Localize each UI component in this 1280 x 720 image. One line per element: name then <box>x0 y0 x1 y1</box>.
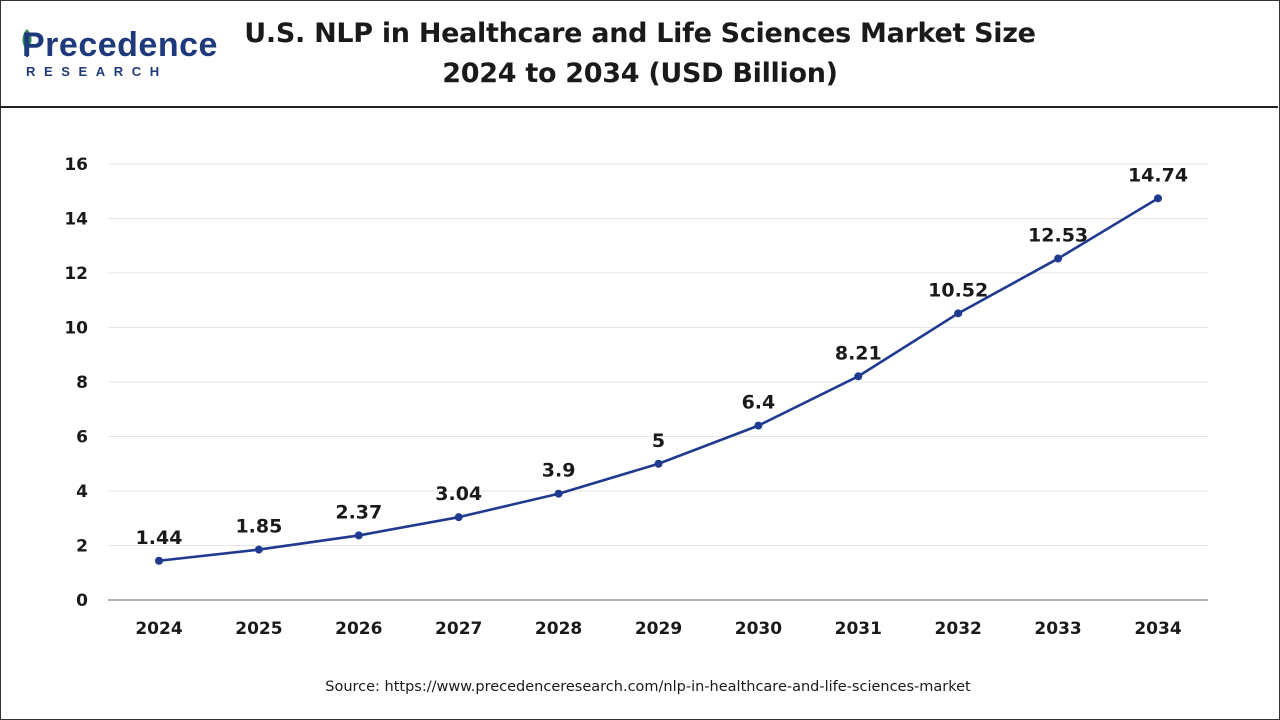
data-label: 6.4 <box>742 392 776 414</box>
data-label: 1.44 <box>136 527 183 549</box>
chart-title: U.S. NLP in Healthcare and Life Sciences… <box>240 14 1040 94</box>
source-note: Source: https://www.precedenceresearch.c… <box>325 679 971 695</box>
title-line-2: 2024 to 2034 (USD Billion) <box>442 58 838 89</box>
y-tick-label: 2 <box>76 537 88 557</box>
x-tick-label: 2033 <box>1034 619 1081 639</box>
data-label: 10.52 <box>928 279 988 301</box>
x-tick-label: 2026 <box>335 619 382 639</box>
brand-sub: RESEARCH <box>26 64 168 79</box>
data-label: 5 <box>652 430 665 452</box>
brand-logo: Precedence RESEARCH <box>22 26 222 86</box>
x-tick-label: 2025 <box>235 619 282 639</box>
data-point <box>155 556 163 565</box>
x-tick-label: 2030 <box>735 619 782 639</box>
data-point <box>754 421 763 430</box>
leaf-icon <box>22 29 32 57</box>
x-tick-label: 2027 <box>435 619 482 639</box>
header: Precedence RESEARCH U.S. NLP in Healthca… <box>0 0 1278 108</box>
data-label: 12.53 <box>1028 225 1088 247</box>
y-tick-label: 16 <box>64 155 88 175</box>
y-tick-label: 4 <box>76 482 88 502</box>
data-point <box>454 513 463 522</box>
y-tick-label: 12 <box>64 264 88 284</box>
data-label: 1.85 <box>235 516 282 538</box>
y-tick-label: 8 <box>76 373 88 393</box>
data-label: 3.9 <box>542 460 576 482</box>
data-label: 8.21 <box>835 342 882 364</box>
title-line-1: U.S. NLP in Healthcare and Life Sciences… <box>244 18 1036 49</box>
y-tick-label: 0 <box>76 591 88 611</box>
x-tick-label: 2031 <box>835 619 882 639</box>
data-label: 2.37 <box>335 501 382 523</box>
x-tick-label: 2024 <box>135 619 182 639</box>
x-tick-label: 2029 <box>635 619 682 639</box>
x-tick-label: 2034 <box>1134 619 1181 639</box>
data-point <box>1154 194 1162 203</box>
data-point <box>854 372 863 381</box>
series-line <box>158 197 1159 563</box>
data-point <box>1054 254 1063 263</box>
data-label: 3.04 <box>435 483 482 505</box>
data-point <box>954 309 963 318</box>
y-tick-label: 10 <box>64 319 88 339</box>
y-tick-label: 6 <box>76 428 88 448</box>
y-tick-label: 14 <box>64 210 88 230</box>
data-point <box>654 459 663 468</box>
data-point <box>254 545 263 554</box>
data-point <box>354 531 363 540</box>
x-tick-label: 2028 <box>535 619 582 639</box>
data-point <box>554 489 563 498</box>
data-label: 14.74 <box>1128 164 1188 186</box>
x-tick-label: 2032 <box>935 619 982 639</box>
brand-name: Precedence <box>22 26 218 64</box>
